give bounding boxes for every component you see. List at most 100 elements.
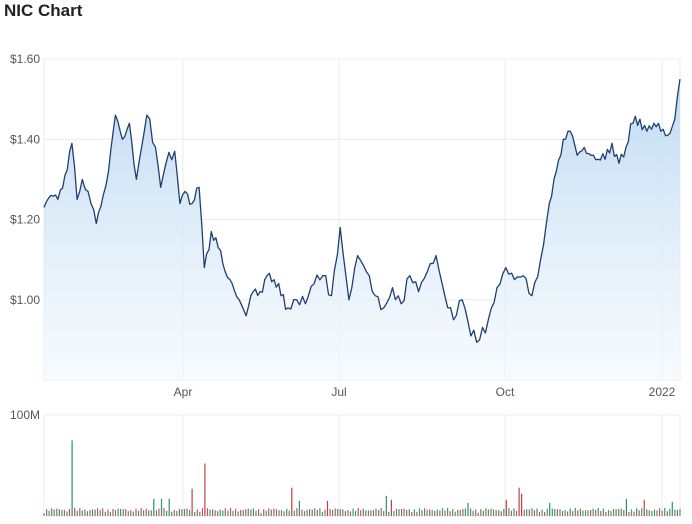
volume-bar [337,509,339,516]
volume-bar [656,510,658,516]
volume-bar [329,509,331,516]
volume-bar [403,508,405,516]
volume-bar [99,510,101,516]
volume-bar [68,509,71,516]
volume-bar [163,508,165,516]
volume-bar [395,508,398,516]
volume-bar [500,511,502,516]
y-tick-label: $1.00 [10,293,40,307]
volume-bar [74,508,76,516]
volume-bar [470,508,472,516]
volume-bar [166,510,168,516]
x-axis-ticks: Apr Jul Oct 2022 [174,385,676,399]
volume-bar [674,509,676,516]
volume-bar [94,509,96,516]
volume-bar [406,510,408,516]
volume-bar [252,508,254,516]
volume-bar [365,510,367,516]
volume-bar [71,440,73,517]
volume-bar [431,510,433,516]
volume-bar [434,511,436,516]
volume-bar [212,509,214,516]
y-tick-label: $1.20 [10,213,40,227]
volume-bar [556,509,558,516]
volume-bar [454,511,456,516]
volume-bar [278,510,280,516]
x-tick-label: Apr [174,385,193,399]
volume-bar [411,512,413,516]
volume-bar [132,511,134,516]
volume-axis-ticks: 100M [10,408,40,422]
volume-bar [130,510,132,516]
volume-bar [664,508,666,516]
volume-bar [66,511,68,516]
volume-bar [528,509,530,516]
volume-bar [303,511,306,516]
volume-bar [355,511,357,516]
volume-bar [646,509,648,516]
volume-bar [260,512,262,516]
volume-bar [171,511,173,516]
volume-bar [150,510,152,516]
volume-bar [332,510,334,516]
volume-bar [592,508,594,516]
volume-bar [651,510,653,516]
volume-bar [143,510,145,516]
volume-bar [199,511,201,516]
volume-bar [641,508,643,516]
volume-bar [569,508,571,516]
volume-bar [669,509,671,516]
volume-bar [309,509,311,516]
volume-bar [477,512,479,516]
y-tick-label: $1.40 [10,132,40,146]
volume-bar [168,498,170,516]
volume-bar [339,509,341,516]
volume-bar [393,510,395,516]
volume-bar [135,508,137,516]
volume-bar [324,509,326,516]
volume-bar [81,510,83,516]
volume-bar [605,512,607,516]
volume-bar [247,508,249,516]
volume-bar [286,508,288,516]
volume-bar [194,512,196,516]
volume-bar [56,508,58,516]
volume-bar [513,508,515,516]
volume-bar [176,510,178,516]
volume-bar [360,510,362,516]
volume-bar [561,511,564,516]
volume-bar [447,508,449,516]
y-tick-label: $1.60 [10,52,40,66]
volume-bar [357,508,359,516]
volume-bar [283,511,285,516]
volume-bar [240,509,242,516]
volume-bar [401,508,403,516]
volume-bar [217,511,219,516]
volume-bar [160,498,163,516]
volume-bar [316,510,318,516]
volume-bar [293,510,295,516]
volume-bar [533,510,535,516]
volume-bar [625,498,627,516]
volume-bar [628,512,630,516]
volume-bar [114,510,117,516]
volume-bar [378,510,380,516]
volume-bar [408,509,410,516]
volume-bar [618,508,620,516]
volume-bar [487,509,489,516]
volume-bar [370,510,372,516]
volume-bar [505,499,507,516]
volume-bar [107,509,109,516]
volume-bar [268,508,270,516]
volume-bar [196,509,198,516]
volume-bar [439,510,441,516]
volume-bar [462,509,464,516]
volume-bar [636,508,638,516]
volume-bar [676,510,678,516]
volume-bar [498,510,500,516]
volume-bar [219,509,221,516]
volume-bar [344,511,346,516]
volume-bar [46,509,48,516]
volume-bar [630,509,633,516]
volume-bar [155,510,157,516]
